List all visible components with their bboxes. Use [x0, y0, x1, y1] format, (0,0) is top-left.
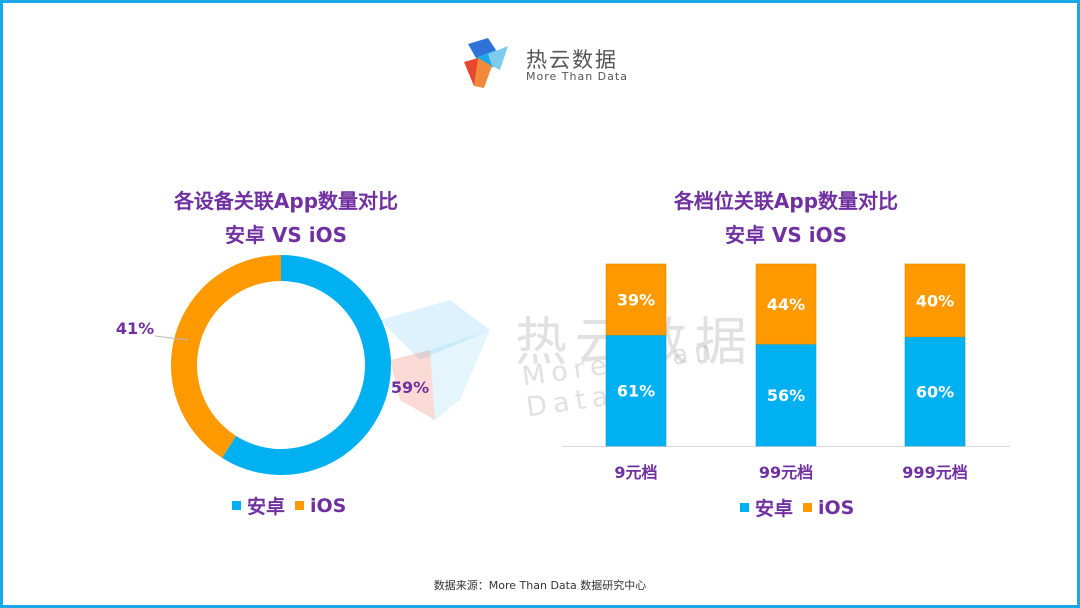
legend-label-android: 安卓	[755, 498, 794, 520]
bar-data-label-ios: 40%	[916, 291, 954, 310]
watermark-logo-icon	[380, 300, 490, 420]
legend-swatch-ios	[295, 501, 305, 510]
x-tick-label: 9元档	[614, 463, 657, 482]
donut-chart-title-block: 各设备关联App数量对比 安卓 VS iOS	[86, 184, 486, 252]
logo-name: 热云数据	[526, 48, 618, 72]
bar-segment-android	[904, 336, 966, 447]
bar-segment-android	[605, 334, 667, 447]
donut-chart-title: 各设备关联App数量对比	[173, 189, 399, 213]
bar-segment-ios	[605, 263, 667, 336]
donut-data-label-android: 59%	[391, 378, 429, 397]
legend-swatch-android	[740, 503, 749, 512]
source-footer: 数据来源：More Than Data 数据研究中心	[433, 579, 647, 592]
bar-chart-title: 各档位关联App数量对比	[673, 189, 899, 213]
bar-data-label-android: 60%	[916, 382, 954, 401]
bar-data-label-android: 56%	[767, 386, 805, 405]
bar-legend: 安卓 iOS	[740, 494, 854, 521]
donut-slice-ios	[171, 255, 281, 458]
legend-item-android: 安卓	[232, 492, 285, 519]
bar-data-label-ios: 44%	[767, 295, 805, 314]
bar-segment-android	[755, 343, 817, 447]
bar-chart-title-block: 各档位关联App数量对比 安卓 VS iOS	[586, 184, 986, 252]
logo-tagline: More Than Data	[526, 70, 628, 83]
x-tick-label: 99元档	[759, 463, 813, 482]
donut-legend: 安卓 iOS	[232, 492, 346, 519]
logo-mark-icon	[464, 38, 508, 88]
bar-segment-ios	[904, 263, 966, 338]
legend-label-ios: iOS	[818, 496, 855, 519]
donut-leader-line	[154, 335, 189, 341]
legend-swatch-android	[232, 501, 241, 510]
donut-data-label-ios: 41%	[116, 319, 154, 338]
brand-logo: 热云数据 More Than Data	[462, 36, 632, 92]
legend-swatch-ios	[803, 503, 813, 512]
donut-chart-subtitle: 安卓 VS iOS	[224, 223, 348, 247]
bar-data-label-android: 61%	[617, 381, 655, 400]
x-tick-label: 999元档	[902, 463, 967, 482]
legend-item-ios: iOS	[295, 495, 346, 517]
legend-label-android: 安卓	[247, 496, 286, 518]
donut-slice-android	[222, 255, 392, 475]
legend-label-ios: iOS	[310, 494, 347, 517]
bar-segment-ios	[755, 263, 817, 345]
bar-data-label-ios: 39%	[617, 290, 655, 309]
legend-item-android: 安卓	[740, 494, 793, 521]
bar-chart-subtitle: 安卓 VS iOS	[724, 223, 848, 247]
legend-item-ios: iOS	[803, 497, 854, 519]
